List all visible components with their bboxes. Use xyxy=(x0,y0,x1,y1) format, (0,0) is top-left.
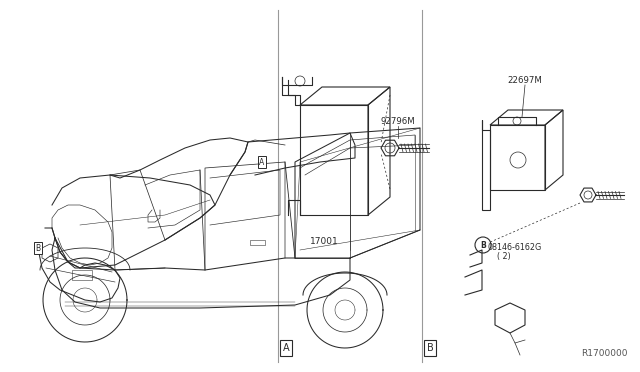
Bar xyxy=(300,105,368,215)
Text: B: B xyxy=(480,241,486,250)
Text: 17001: 17001 xyxy=(310,237,339,246)
Text: ( 2): ( 2) xyxy=(497,253,511,262)
Bar xyxy=(72,270,92,280)
Bar xyxy=(490,125,545,190)
Text: 22697M: 22697M xyxy=(508,76,543,85)
Text: R1700000: R1700000 xyxy=(582,349,628,358)
Text: A: A xyxy=(283,343,289,353)
Text: B: B xyxy=(427,343,433,353)
Text: 08146-6162G: 08146-6162G xyxy=(488,243,542,251)
Text: A: A xyxy=(259,157,264,167)
Bar xyxy=(250,240,265,245)
Text: B: B xyxy=(35,244,40,253)
Text: 92796M: 92796M xyxy=(381,117,415,126)
